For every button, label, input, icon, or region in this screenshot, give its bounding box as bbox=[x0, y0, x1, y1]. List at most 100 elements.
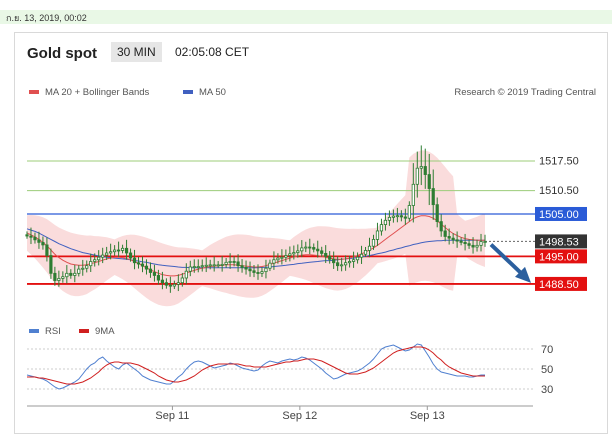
candle-body bbox=[252, 270, 256, 273]
candle-body bbox=[260, 271, 264, 274]
candle-body bbox=[407, 205, 411, 219]
credit-label: Research © 2019 Trading Central bbox=[454, 87, 596, 98]
candle-body bbox=[113, 249, 117, 253]
candle-body bbox=[459, 240, 463, 243]
candle-body bbox=[172, 283, 176, 287]
candle-body bbox=[300, 247, 304, 252]
candle-body bbox=[395, 215, 399, 218]
candle-body bbox=[228, 261, 232, 263]
candle-body bbox=[97, 256, 101, 261]
price-chart-svg: MA 20 + Bollinger Bands MA 50 Research © 2… bbox=[25, 87, 596, 422]
candle-body bbox=[475, 244, 479, 248]
candle-body bbox=[61, 276, 65, 279]
candle-body bbox=[292, 252, 296, 255]
candle-body bbox=[280, 256, 284, 259]
candle-body bbox=[451, 237, 455, 241]
candle-body bbox=[124, 247, 129, 254]
candle-body bbox=[240, 265, 244, 268]
candle-body bbox=[363, 250, 368, 255]
candle-body bbox=[383, 219, 388, 225]
candle-body bbox=[109, 251, 113, 254]
candle-body bbox=[479, 241, 483, 246]
candle-body bbox=[184, 270, 188, 279]
rsi-tick-70: 70 bbox=[541, 344, 553, 356]
candle-body bbox=[415, 167, 419, 185]
rsi-tick-50: 50 bbox=[541, 364, 553, 376]
level-label-1510.50: 1510.50 bbox=[539, 185, 579, 197]
candle-body bbox=[483, 241, 487, 243]
level-label-1488.50: 1488.50 bbox=[539, 279, 579, 291]
candle-body bbox=[33, 236, 37, 241]
candle-body bbox=[160, 279, 165, 284]
candle-body bbox=[212, 264, 216, 267]
datetime-label: ก.ย. 13, 2019, 00:02 bbox=[6, 13, 87, 23]
x-tick-label: Sep 13 bbox=[410, 410, 445, 422]
candle-body bbox=[264, 267, 268, 273]
candle-body bbox=[399, 215, 403, 218]
candle-body bbox=[351, 259, 356, 262]
candle-body bbox=[140, 263, 145, 267]
candle-body bbox=[387, 216, 392, 221]
candle-body bbox=[439, 221, 443, 232]
rsi-legend-swatch bbox=[29, 329, 39, 333]
candle-body bbox=[471, 244, 475, 248]
candle-body bbox=[419, 166, 423, 169]
candle-body bbox=[347, 261, 352, 264]
timeframe-button[interactable]: 30 MIN bbox=[111, 42, 162, 62]
candle-body bbox=[463, 241, 467, 245]
level-box-1488.50 bbox=[535, 276, 587, 291]
candle-body bbox=[411, 183, 415, 206]
rsi-ma-legend-label: 9MA bbox=[95, 326, 115, 337]
candle-body bbox=[144, 265, 149, 270]
level-label-1517.50: 1517.50 bbox=[539, 155, 579, 167]
level-box-1505.00 bbox=[535, 206, 587, 221]
candle-body bbox=[447, 236, 451, 239]
candle-body bbox=[403, 216, 407, 219]
candle-body bbox=[431, 188, 435, 206]
chart-time: 02:05:08 CET bbox=[175, 45, 250, 59]
candle-body bbox=[53, 272, 57, 281]
candle-body bbox=[467, 243, 471, 246]
forecast-arrow-shaft bbox=[489, 243, 525, 277]
candle-body bbox=[168, 284, 172, 287]
candle-body bbox=[268, 262, 272, 269]
candle-body bbox=[248, 268, 252, 272]
candle-body bbox=[65, 272, 69, 278]
level-label-1495.00: 1495.00 bbox=[539, 251, 579, 263]
candle-body bbox=[336, 262, 340, 267]
x-tick-label: Sep 12 bbox=[282, 410, 317, 422]
rsi-series-RSI bbox=[26, 343, 485, 390]
candle-body bbox=[423, 166, 427, 175]
candle-body bbox=[73, 272, 77, 276]
candle-body bbox=[272, 259, 276, 264]
candle-body bbox=[204, 264, 208, 267]
candle-body bbox=[156, 275, 161, 281]
candle-body bbox=[25, 234, 29, 237]
candle-body bbox=[276, 257, 280, 261]
candle-body bbox=[224, 261, 228, 265]
candle-body bbox=[320, 250, 324, 254]
bollinger-band bbox=[27, 150, 485, 307]
level-box-1495.00 bbox=[535, 249, 587, 264]
ma20-line bbox=[26, 215, 485, 277]
candle-body bbox=[284, 255, 288, 258]
candle-body bbox=[367, 245, 372, 251]
candle-body bbox=[324, 253, 328, 257]
candle-body bbox=[148, 268, 153, 273]
candle-body bbox=[316, 248, 320, 252]
rsi-series-9MA bbox=[27, 346, 485, 385]
candle-body bbox=[232, 261, 236, 263]
ma20-legend-label: MA 20 + Bollinger Bands bbox=[45, 87, 150, 98]
level-label-1505.00: 1505.00 bbox=[539, 209, 579, 221]
candle-body bbox=[359, 253, 364, 258]
candle-body bbox=[308, 246, 312, 249]
candle-body bbox=[220, 264, 224, 266]
candle-body bbox=[344, 262, 348, 266]
ma50-legend-label: MA 50 bbox=[199, 87, 226, 98]
candle-body bbox=[136, 262, 141, 265]
top-status-bar: ก.ย. 13, 2019, 00:02 bbox=[0, 10, 612, 24]
candle-body bbox=[312, 247, 316, 250]
candle-body bbox=[77, 268, 81, 274]
chart-widget: Gold spot 30 MIN 02:05:08 CET MA 20 + Bo… bbox=[14, 32, 608, 434]
candle-body bbox=[128, 252, 133, 259]
